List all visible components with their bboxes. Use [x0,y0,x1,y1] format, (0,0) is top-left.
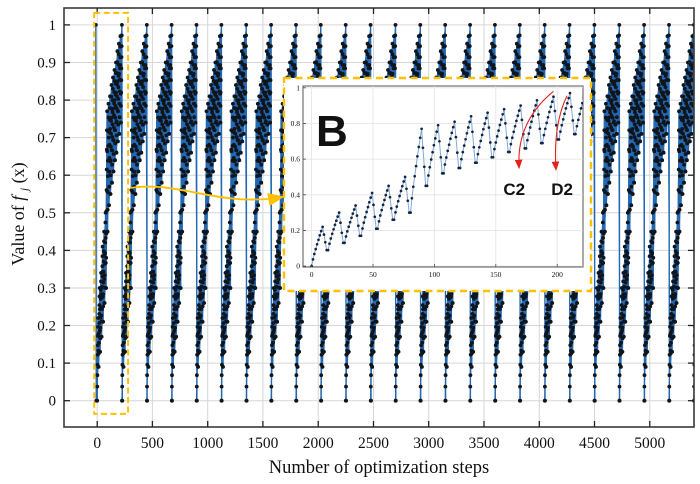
x-tick-label: 1500 [247,435,278,452]
plot-border [63,7,695,428]
inset-series-markers [310,91,583,267]
x-tick-label: 3500 [469,435,500,452]
inset-series [310,91,583,267]
inset-annotations: C2 D2 [503,90,573,199]
inset-y-tick-label: 0 [296,262,300,271]
x-tick-label: 2000 [303,435,334,452]
inset-y-tick-label: 0.6 [291,155,301,164]
y-tick-label: 0.9 [37,56,56,72]
inset-x-tick-label: 100 [429,270,441,279]
x-tick-label: 5000 [634,435,665,452]
y-axis-title-sub: j [17,187,31,193]
zoom-region-rect [93,11,130,415]
inset-x-tick-labels: 0 50 100 150 200 [310,270,563,279]
y-tick-labels: 0 0.1 0.2 0.3 0.4 0.5 0.6 0.7 0.8 0.9 1 [37,18,56,410]
inset-y-tick-label: 0.8 [291,119,301,128]
y-tick-label: 0.8 [37,93,56,109]
inset-x-tick-label: 50 [369,270,377,279]
x-tick-label: 3000 [413,435,444,452]
inset-plot-b: 0 0.2 0.4 0.6 0.8 1 0 50 100 150 200 [282,76,593,293]
y-tick-label: 0.4 [37,243,56,259]
y-axis-title-prefix: Value of [8,201,28,266]
inset-x-tick-label: 0 [310,270,314,279]
y-tick-label: 0.6 [37,168,56,184]
y-tick-label: 0.2 [37,319,56,335]
x-tick-label: 1000 [192,435,223,452]
annotation-c2-arrow [514,90,554,170]
inset-tick-marks [303,87,558,267]
x-tick-label: 4000 [524,435,555,452]
y-tick-label: 1 [49,18,57,34]
tick-marks [64,8,694,427]
y-tick-label: 0.1 [37,356,56,372]
y-tick-label: 0.3 [37,281,56,297]
inset-gridlines [303,86,583,267]
x-tick-labels: 0 500 1000 1500 2000 2500 3000 3500 4000 4500 5000 [93,435,665,452]
inset-y-tick-label: 0.2 [291,226,301,235]
x-tick-label: 500 [141,435,165,452]
inset-panel [302,85,584,268]
annotation-d2-arrow [551,95,568,171]
x-axis-title: Number of optimization steps [269,458,489,478]
annotation-c2-label: C2 [503,180,525,199]
y-axis-title-suffix: (x) [8,162,29,183]
x-tick-label: 0 [93,435,101,452]
inset-label-b: B [316,107,348,156]
x-tick-label: 4500 [579,435,610,452]
annotation-d2-label: D2 [551,180,573,199]
y-axis-title-f: f [8,193,28,201]
zoom-arrow [129,185,285,207]
y-tick-label: 0.7 [37,131,56,147]
y-tick-label: 0 [49,394,57,410]
y-tick-label: 0.5 [37,206,56,222]
x-tick-label: 2500 [358,435,389,452]
inset-x-tick-label: 150 [490,270,502,279]
y-axis-title: Value of f j (x) [8,162,32,265]
inset-y-tick-labels: 0 0.2 0.4 0.6 0.8 1 [291,83,301,270]
inset-y-tick-label: 0.4 [291,190,301,199]
inset-y-tick-label: 1 [296,83,300,92]
inset-x-tick-label: 200 [552,270,564,279]
